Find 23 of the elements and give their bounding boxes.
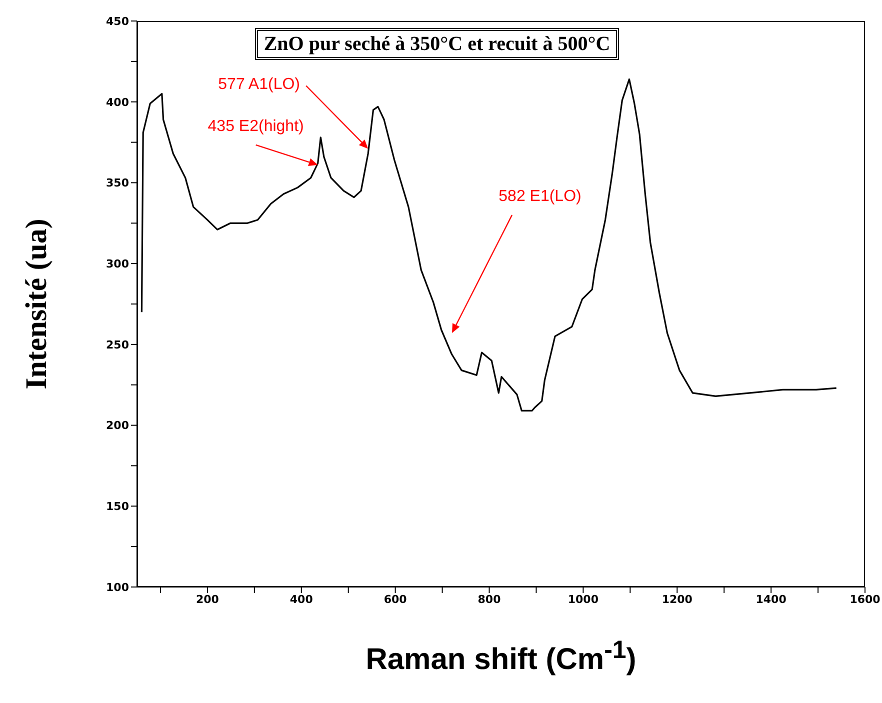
y-tick-label: 100: [106, 580, 130, 594]
x-tick-label: 800: [478, 592, 502, 606]
x-tick-label: 1000: [568, 592, 599, 606]
x-tick-label: 200: [196, 592, 220, 606]
line-series: [140, 78, 838, 412]
y-tick-label: 200: [106, 419, 130, 432]
y-tick-label: 450: [106, 14, 130, 28]
annotation: 577 A1(LO): [218, 76, 300, 93]
text: ZnO pur seché à 350°C et recuit à 500°C: [254, 28, 620, 60]
y-tick-label: 350: [106, 176, 130, 190]
x-tick-label: 1400: [756, 592, 787, 606]
x-tick-label: 1600: [850, 592, 881, 606]
x-axis-title: Raman shift (Cm$^{-1}$): [364, 636, 638, 677]
x-tick-label: 400: [290, 592, 314, 606]
x-tick-label: 1200: [662, 592, 693, 606]
y-tick-label: 250: [106, 338, 130, 352]
y-tick-label: 150: [106, 500, 130, 514]
annotation: 435 E2(hight): [208, 118, 304, 135]
x-tick-label: 600: [384, 592, 408, 606]
y-tick-label: 400: [106, 96, 130, 109]
y-axis-title: Intensité (ua): [20, 218, 54, 390]
y-tick-label: 300: [106, 257, 130, 270]
annotation: 582 E1(LO): [498, 188, 582, 205]
